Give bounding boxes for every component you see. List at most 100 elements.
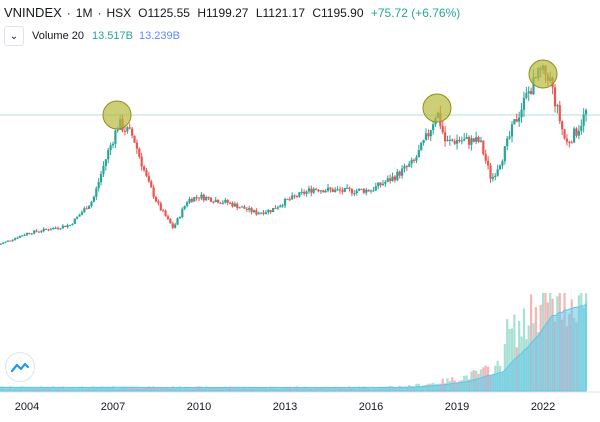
x-tick-label: 2010: [187, 401, 211, 413]
volume-bar: [503, 344, 506, 391]
candle-body: [13, 238, 17, 240]
candle-body: [515, 119, 518, 122]
candle-body: [233, 203, 236, 207]
candle-body: [494, 175, 497, 177]
chevron-down-icon[interactable]: ⌄: [4, 26, 24, 46]
candle-body: [377, 182, 380, 187]
candle-body: [88, 205, 91, 209]
candle-body: [169, 218, 172, 224]
candle-body: [530, 91, 533, 95]
peak-highlight-circle[interactable]: [102, 100, 132, 130]
candle-body: [362, 189, 365, 193]
candle-body: [0, 243, 2, 245]
candle-body: [525, 93, 528, 98]
candle-body: [30, 233, 33, 235]
candle-body: [6, 240, 9, 242]
candle-body: [396, 171, 399, 181]
candle-body: [522, 97, 526, 110]
candle-body: [573, 128, 576, 143]
candle-body: [128, 127, 131, 129]
candle-body: [527, 91, 530, 94]
candle-body: [580, 125, 583, 131]
chart-header: VNINDEX · 1M · HSX O1125.55 H1199.27 L11…: [0, 0, 600, 50]
candle-body: [410, 159, 413, 164]
candle-body: [477, 137, 480, 142]
candle-body: [214, 199, 217, 203]
candle-body: [293, 195, 296, 197]
candle-body: [460, 140, 463, 142]
candle-body: [16, 237, 19, 239]
candle-body: [467, 137, 471, 145]
candle-body: [4, 241, 7, 243]
candle-body: [33, 230, 36, 234]
candle-body: [286, 198, 289, 200]
symbol-name[interactable]: VNINDEX: [4, 5, 62, 20]
interval-label[interactable]: 1M: [75, 6, 93, 20]
candle-body: [479, 140, 483, 142]
candle-body: [422, 139, 425, 143]
candle-body: [520, 109, 523, 118]
candle-body: [446, 139, 449, 142]
candle-body: [584, 110, 588, 115]
candle-body: [228, 202, 232, 204]
candle-body: [102, 166, 105, 175]
x-tick-label: 2016: [359, 401, 383, 413]
candle-body: [498, 165, 502, 170]
candle-body: [236, 203, 239, 209]
volume-legend-row[interactable]: ⌄ Volume 20 13.517B 13.239B: [4, 26, 180, 46]
candle-body: [56, 227, 60, 229]
candle-body: [157, 201, 160, 204]
candle-body: [111, 143, 115, 146]
candle-body: [109, 145, 112, 151]
candle-body: [45, 228, 48, 230]
candle-body: [224, 199, 227, 203]
candle-body: [346, 187, 349, 189]
candle-body: [324, 190, 327, 193]
candle-body: [334, 189, 337, 192]
candle-body: [95, 188, 98, 197]
candle-body: [403, 166, 406, 169]
candle-body: [80, 212, 84, 215]
volume-indicator-label[interactable]: Volume 20: [32, 30, 84, 42]
candle-body: [561, 121, 564, 130]
candle-body: [281, 205, 284, 207]
candle-body: [310, 188, 313, 193]
candle-body: [322, 190, 325, 193]
volume-bar: [508, 329, 511, 391]
candle-body: [178, 217, 182, 219]
candle-body: [575, 128, 578, 136]
candle-body: [556, 105, 559, 107]
legend-symbol-row[interactable]: VNINDEX · 1M · HSX O1125.55 H1199.27 L11…: [4, 5, 464, 20]
tradingview-logo[interactable]: [5, 352, 35, 382]
candle-body: [126, 127, 129, 132]
candle-body: [200, 194, 203, 199]
separator-dot: ·: [66, 6, 71, 20]
candle-body: [553, 87, 557, 107]
candle-body: [142, 166, 146, 171]
candle-body: [255, 210, 258, 215]
candle-body: [455, 139, 459, 144]
candle-body: [47, 229, 50, 231]
candle-body: [9, 240, 12, 242]
candle-body: [181, 208, 184, 218]
candle-body: [260, 212, 263, 214]
candle-body: [154, 197, 158, 202]
candle-body: [582, 114, 585, 126]
candle-body: [49, 229, 52, 231]
candle-body: [518, 117, 521, 122]
candle-body: [291, 195, 294, 200]
candle-body: [348, 187, 351, 189]
candle-body: [326, 187, 330, 191]
candle-body: [92, 196, 95, 202]
peak-highlight-circle[interactable]: [422, 93, 452, 123]
candle-body: [393, 176, 397, 181]
x-tick-label: 2007: [101, 401, 125, 413]
candle-body: [274, 208, 277, 210]
candle-body: [276, 207, 279, 209]
candle-body: [568, 141, 571, 143]
cloud-chart-icon: [11, 362, 29, 373]
candle-body: [570, 142, 573, 144]
peak-highlight-circle[interactable]: [528, 59, 558, 89]
candle-body: [496, 169, 499, 176]
